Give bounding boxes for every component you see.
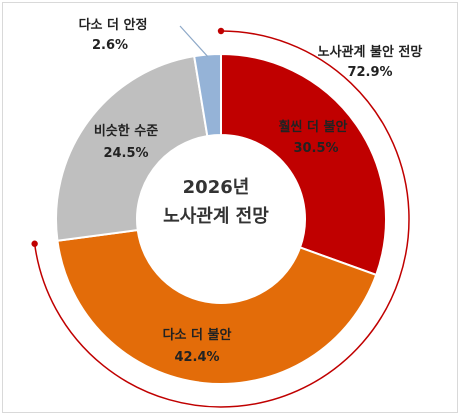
slice-label-similar-level: 비슷한 수준 xyxy=(94,123,158,139)
slice-label-much-more-unstable: 훨씬 더 불안 xyxy=(279,119,348,135)
slice-label-somewhat-more-stable: 다소 더 안정 xyxy=(79,17,148,33)
leader-line xyxy=(179,25,209,57)
group-annotation-label: 노사관계 불안 전망 xyxy=(318,44,423,60)
donut-slices xyxy=(55,52,387,385)
center-title-line-2: 노사관계 전망 xyxy=(163,206,269,227)
slice-value-somewhat-more-unstable: 42.4% xyxy=(174,350,219,365)
slice-somewhat-more-stable xyxy=(193,52,222,138)
slice-much-more-unstable xyxy=(220,52,387,277)
group-annotation-arc xyxy=(33,30,410,408)
slice-label-somewhat-more-unstable: 다소 더 불안 xyxy=(163,327,232,343)
group-annotation-dot-end xyxy=(31,240,38,247)
slice-value-somewhat-more-stable: 2.6% xyxy=(92,38,128,53)
group-annotation-dot-start xyxy=(217,27,225,35)
slice-value-similar-level: 24.5% xyxy=(103,146,148,161)
slice-similar-level xyxy=(55,55,209,242)
slice-somewhat-more-unstable xyxy=(56,228,378,385)
group-annotation-value: 72.9% xyxy=(347,65,392,80)
slice-value-much-more-unstable: 30.5% xyxy=(293,141,338,156)
center-title-line-1: 2026년 xyxy=(183,177,250,198)
